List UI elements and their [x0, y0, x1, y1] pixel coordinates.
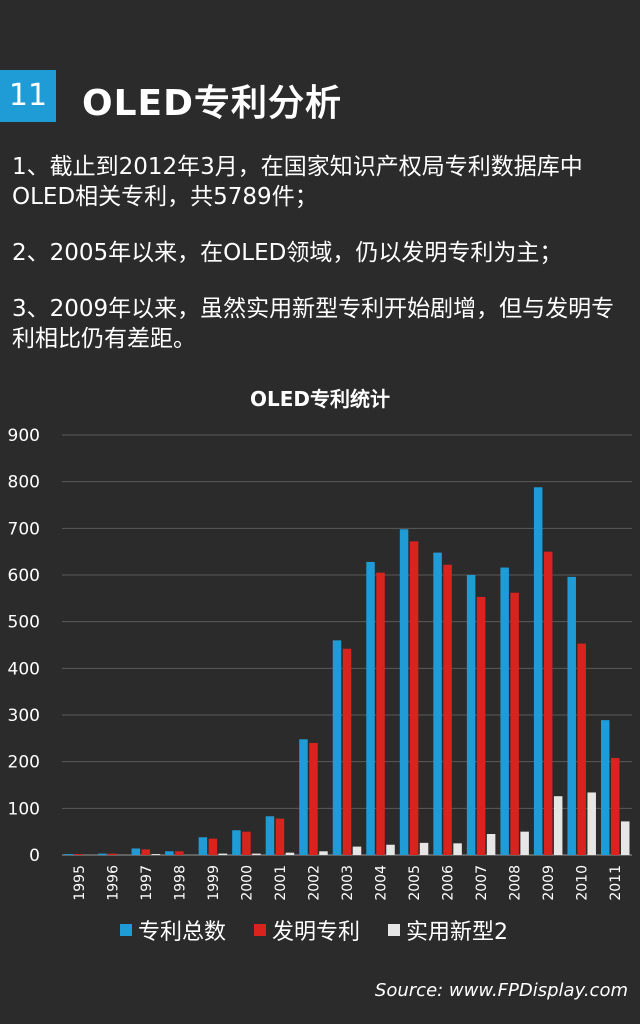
bar-invention-2008	[510, 592, 519, 855]
bar-total-2011	[600, 720, 610, 855]
bar-utility-2010	[587, 792, 596, 855]
y-tick-label: 900	[8, 426, 40, 446]
bar-utility-2005	[419, 842, 429, 855]
chart-legend: 专利总数 发明专利 实用新型2	[120, 914, 508, 946]
summary-point-3: 3、2009年以来，虽然实用新型专利开始剧增，但与发明专利相比仍有差距。	[12, 296, 615, 352]
bar-invention-2010	[577, 643, 586, 855]
x-tick-label: 2005	[407, 865, 423, 901]
bar-invention-1995	[74, 854, 84, 855]
bar-total-1996	[98, 853, 107, 855]
summary-points: 1、截止到2012年3月，在国家知识产权局专利数据库中OLED相关专利，共578…	[12, 152, 632, 380]
y-tick-label: 800	[8, 473, 40, 493]
x-tick-label: 2009	[541, 865, 557, 901]
y-tick-label: 400	[8, 659, 40, 679]
bar-invention-2004	[376, 572, 385, 855]
bar-invention-1998	[175, 851, 184, 855]
legend-item-invention: 发明专利	[254, 914, 360, 946]
x-tick-label: 1998	[172, 865, 188, 901]
bar-invention-1996	[108, 853, 117, 855]
legend-label-total: 专利总数	[138, 920, 227, 945]
bar-invention-1997	[141, 849, 151, 855]
legend-swatch-total	[120, 924, 132, 936]
bars	[64, 487, 630, 855]
x-tick-label: 2004	[374, 865, 390, 901]
legend-item-total: 专利总数	[120, 914, 226, 946]
bar-invention-1999	[208, 838, 218, 855]
bar-total-2007	[466, 575, 476, 855]
bar-total-1998	[165, 851, 174, 855]
y-tick-label: 300	[8, 706, 40, 726]
bar-total-2002	[299, 739, 308, 855]
page-title: OLED专利分析	[82, 83, 343, 124]
bar-invention-2009	[543, 551, 553, 855]
x-tick-label: 2011	[608, 865, 624, 901]
bar-invention-2005	[409, 541, 419, 855]
bar-total-2000	[232, 830, 241, 855]
y-tick-label: 600	[8, 566, 40, 586]
patent-bar-chart: OLED专利统计 900 800 700 600 500 400 300 200 100 0 19…	[8, 387, 632, 901]
legend-swatch-invention	[254, 924, 267, 936]
bar-utility-2006	[453, 843, 462, 855]
x-tick-label: 2010	[575, 865, 591, 901]
x-tick-label: 1996	[105, 865, 121, 901]
summary-point-1: 1、截止到2012年3月，在国家知识产权局专利数据库中OLED相关专利，共578…	[12, 154, 583, 210]
bar-invention-2001	[275, 818, 285, 855]
section-number-badge: 11	[0, 70, 56, 122]
bar-invention-2011	[610, 757, 620, 855]
bar-invention-2000	[242, 831, 251, 855]
x-axis-ticks: 1995 1996 1997 1998 1999 2000 2001 2002 2003 2004…	[72, 865, 624, 901]
x-tick-label: 2001	[273, 865, 289, 901]
x-tick-label: 1999	[206, 865, 222, 901]
bar-total-2010	[567, 576, 576, 855]
bar-utility-2004	[386, 844, 395, 855]
x-tick-label: 2006	[441, 865, 457, 901]
x-tick-label: 2007	[474, 865, 490, 901]
y-tick-label: 200	[8, 753, 40, 773]
bar-utility-1997	[151, 854, 161, 855]
patent-chart: OLED专利统计 900 800 700 600 500 400 300 200 100 0 19…	[0, 380, 640, 980]
x-tick-label: 2008	[508, 865, 524, 901]
summary-point-2: 2、2005年以来，在OLED领域，仍以发明专利为主；	[12, 240, 563, 266]
x-tick-label: 1995	[72, 865, 88, 901]
legend-item-utility: 实用新型2	[388, 914, 508, 946]
bar-invention-2002	[309, 743, 318, 855]
source-credit: Source: www.FPDisplay.com	[374, 980, 628, 1001]
bar-total-1995	[64, 854, 74, 855]
y-tick-label: 700	[8, 519, 40, 539]
x-tick-label: 2002	[306, 865, 322, 901]
bar-invention-2007	[476, 596, 486, 855]
bar-invention-2006	[443, 564, 452, 855]
chart-title: OLED专利统计	[250, 387, 390, 411]
y-tick-label: 100	[8, 799, 40, 819]
legend-label-utility: 实用新型2	[406, 920, 509, 945]
x-tick-label: 1997	[139, 865, 155, 901]
bar-total-2009	[533, 487, 543, 855]
y-tick-label: 0	[29, 846, 40, 866]
bar-total-2008	[500, 567, 509, 855]
bar-total-2004	[366, 561, 375, 855]
bar-utility-2003	[352, 846, 362, 855]
bar-invention-2003	[342, 648, 352, 855]
bar-total-2001	[265, 816, 275, 855]
y-axis-ticks: 900 800 700 600 500 400 300 200 100 0	[8, 426, 40, 866]
legend-label-invention: 发明专利	[272, 920, 361, 945]
bar-utility-2009	[553, 796, 563, 855]
legend-swatch-utility	[388, 924, 401, 936]
bar-total-2003	[332, 640, 342, 855]
bar-total-2006	[433, 552, 442, 855]
bar-utility-2001	[285, 852, 295, 855]
bar-utility-2002	[319, 851, 328, 855]
bar-utility-2008	[520, 831, 529, 855]
y-tick-label: 500	[8, 613, 40, 633]
bar-utility-1999	[218, 853, 228, 855]
bar-total-1997	[131, 848, 141, 855]
bar-total-2005	[399, 529, 409, 855]
bar-utility-2011	[620, 821, 630, 855]
x-tick-label: 2000	[239, 865, 255, 901]
bar-total-1999	[198, 837, 208, 855]
bar-utility-2000	[252, 853, 261, 855]
x-tick-label: 2003	[340, 865, 356, 901]
bar-utility-2007	[486, 834, 496, 855]
